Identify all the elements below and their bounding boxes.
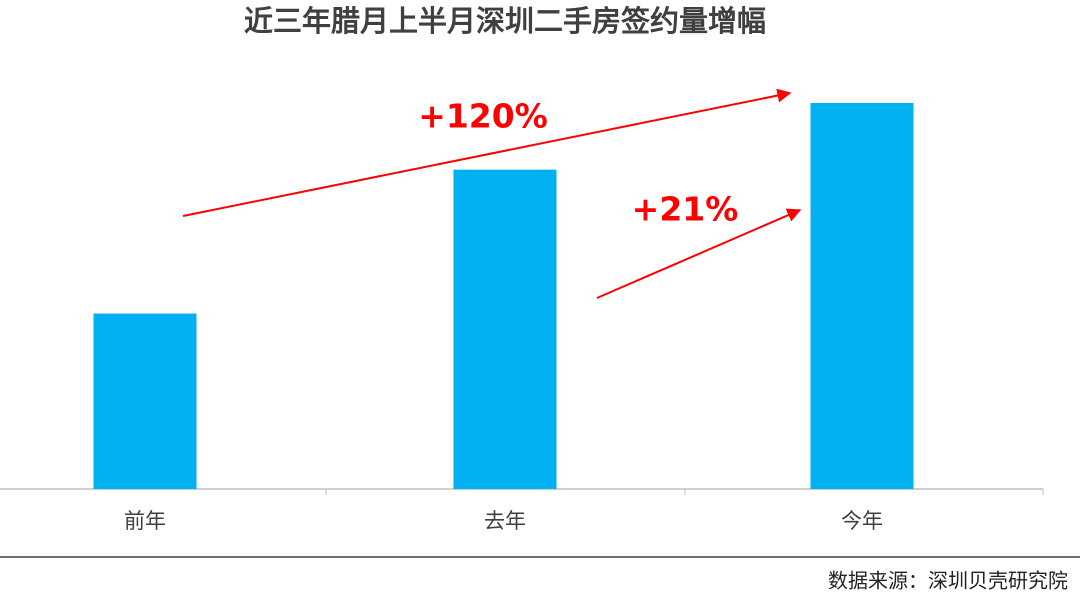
arrow <box>596 208 802 299</box>
bar <box>93 313 197 489</box>
bars <box>93 103 914 489</box>
chart-title: 近三年腊月上半月深圳二手房签约量增幅 <box>244 4 766 38</box>
annotation: +21% <box>632 190 739 229</box>
annotation: +120% <box>418 97 548 136</box>
bar <box>810 103 914 489</box>
x-tick-label: 前年 <box>124 509 166 533</box>
x-tick-label: 去年 <box>484 509 526 533</box>
x-tick-label: 今年 <box>841 509 883 533</box>
arrow <box>182 88 792 217</box>
source: 数据来源：深圳贝壳研究院 <box>828 569 1068 593</box>
bar <box>453 169 557 489</box>
